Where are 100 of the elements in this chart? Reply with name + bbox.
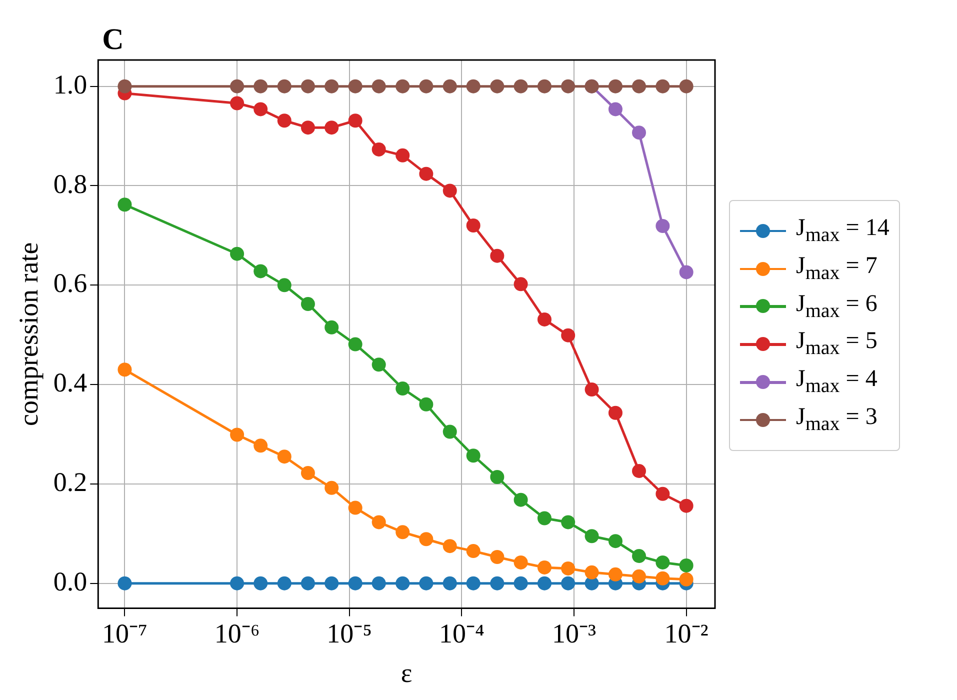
y-tick-label: 0.0 — [53, 566, 88, 596]
point — [608, 406, 622, 420]
point — [348, 114, 362, 128]
point — [324, 320, 339, 334]
point — [277, 278, 292, 292]
point — [514, 277, 528, 292]
point — [419, 532, 434, 546]
point — [537, 511, 552, 526]
point — [584, 529, 599, 544]
point — [537, 312, 552, 326]
x-tick-label: 10⁻⁵ — [326, 618, 372, 648]
point — [442, 424, 457, 439]
x-tick-label: 10⁻⁶ — [214, 618, 260, 648]
point — [537, 560, 552, 574]
point — [466, 218, 480, 233]
point — [230, 96, 244, 110]
point — [679, 498, 694, 513]
point — [608, 102, 622, 116]
y-tick-label: 1.0 — [53, 69, 88, 100]
point — [632, 569, 646, 584]
point — [254, 438, 268, 453]
point — [348, 337, 362, 352]
y-tick-label: 0.8 — [53, 168, 88, 199]
point — [254, 102, 268, 116]
x-tick-label: 10⁻³ — [552, 618, 596, 648]
point — [490, 550, 504, 564]
point — [679, 572, 694, 586]
point — [324, 480, 339, 495]
point — [277, 79, 292, 94]
point — [679, 79, 694, 94]
point — [514, 576, 528, 590]
point — [254, 576, 268, 590]
point — [396, 148, 410, 162]
point — [656, 219, 670, 233]
point — [324, 576, 339, 590]
point — [608, 79, 622, 94]
point — [372, 79, 386, 94]
point — [372, 358, 386, 372]
point — [324, 120, 339, 135]
point — [442, 79, 457, 94]
x-tick-label: 10⁻⁴ — [438, 618, 484, 648]
point — [632, 79, 646, 94]
y-axis-title: compression rate — [13, 242, 44, 426]
y-tick-label: 0.4 — [53, 368, 88, 398]
point — [466, 448, 480, 463]
point — [277, 114, 292, 128]
point — [584, 565, 599, 580]
point — [372, 576, 386, 590]
point — [490, 576, 504, 590]
point — [537, 576, 552, 590]
point — [561, 79, 576, 94]
point — [254, 264, 268, 278]
legend-label: J$_{max}$ = 3 — [796, 404, 878, 436]
point — [632, 126, 646, 140]
point — [679, 558, 694, 572]
point — [348, 500, 362, 515]
point — [561, 328, 576, 342]
point — [561, 561, 576, 576]
point — [230, 246, 244, 261]
point — [466, 576, 480, 590]
point — [372, 142, 386, 156]
point — [300, 466, 315, 480]
point — [254, 79, 268, 94]
point — [514, 79, 528, 94]
point — [490, 79, 504, 94]
point — [348, 576, 362, 590]
text: C — [102, 22, 124, 56]
x-axis-title: ε — [400, 658, 412, 688]
point — [537, 79, 552, 94]
point — [561, 515, 576, 530]
point — [300, 79, 315, 94]
point — [277, 576, 292, 590]
point — [656, 555, 670, 570]
point — [300, 576, 315, 590]
point — [442, 184, 457, 198]
point — [230, 79, 244, 94]
point — [419, 397, 434, 412]
point — [632, 549, 646, 564]
point — [490, 470, 504, 484]
legend-label: J$_{max}$ = 14 — [796, 215, 890, 247]
point — [230, 428, 244, 442]
point — [632, 464, 646, 478]
y-tick-label: 0.2 — [53, 467, 88, 498]
point — [490, 248, 504, 263]
point — [656, 486, 670, 501]
point — [348, 79, 362, 94]
y-tick-label: 0.6 — [53, 268, 88, 298]
point — [466, 544, 480, 558]
point — [419, 166, 434, 181]
legend-label: J$_{max}$ = 4 — [796, 366, 878, 398]
point — [608, 534, 622, 548]
point — [396, 382, 410, 396]
point — [442, 539, 457, 554]
legend-label: J$_{max}$ = 7 — [796, 252, 878, 285]
point — [584, 382, 599, 397]
point — [300, 297, 315, 312]
point — [466, 79, 480, 94]
legend-label: J$_{max}$ = 6 — [796, 290, 878, 322]
point — [396, 79, 410, 94]
point — [372, 515, 386, 530]
